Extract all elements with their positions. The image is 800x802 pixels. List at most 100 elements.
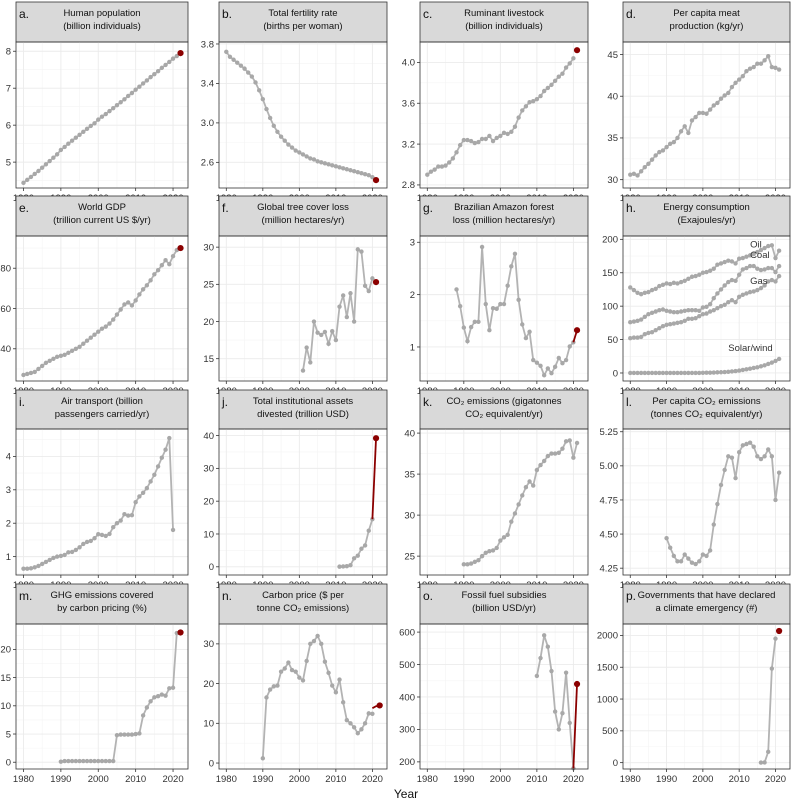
data-point — [755, 454, 760, 459]
panel-letter: a. — [19, 7, 29, 21]
data-point — [242, 66, 247, 71]
highlight-series — [177, 49, 184, 57]
data-point — [675, 559, 680, 564]
data-point — [340, 293, 346, 298]
y-tick-label: 2.8 — [402, 180, 415, 191]
data-point — [267, 687, 273, 692]
data-point — [348, 721, 353, 726]
data-point — [107, 758, 112, 764]
y-tick-label: 40 — [404, 428, 415, 439]
data-point — [25, 566, 30, 571]
x-tick-label: 2010 — [125, 774, 146, 785]
highlight-series — [177, 629, 184, 636]
data-point — [766, 447, 771, 452]
panel-border — [419, 428, 589, 576]
panel-letter: c. — [423, 7, 432, 21]
data-series — [454, 244, 576, 378]
data-point — [776, 273, 782, 279]
data-point — [736, 256, 742, 261]
data-point — [84, 539, 90, 545]
data-point — [337, 165, 342, 170]
data-point — [541, 373, 547, 378]
data-point — [47, 358, 52, 364]
data-point — [96, 329, 101, 334]
data-series — [628, 356, 782, 376]
panel-strip — [15, 583, 189, 625]
data-point — [311, 157, 317, 162]
data-point — [152, 695, 157, 700]
data-point — [92, 121, 97, 126]
panel-grid — [623, 429, 790, 575]
data-point — [483, 136, 488, 142]
data-point — [649, 157, 655, 162]
panel-border — [622, 235, 791, 382]
data-point — [96, 532, 101, 537]
data-point — [278, 669, 284, 674]
data-point — [278, 134, 284, 139]
data-point — [351, 319, 357, 324]
data-point — [693, 114, 698, 120]
data-point — [686, 370, 691, 376]
data-point — [81, 341, 86, 346]
data-point — [678, 559, 684, 564]
y-tick-label: 400 — [399, 692, 415, 703]
x-tick-label: 1990 — [252, 774, 273, 785]
data-point — [520, 108, 525, 113]
panel-j: j. Total institutional assets divested (tr… — [203, 389, 388, 591]
y-tick-label: 35 — [404, 469, 415, 480]
panel-letter: n. — [222, 589, 232, 603]
data-point — [238, 63, 244, 68]
data-point — [443, 163, 448, 168]
highlight-line — [572, 683, 578, 769]
data-point — [330, 328, 335, 334]
panel-letter: o. — [423, 589, 433, 603]
y-tick-label: 150 — [602, 268, 618, 279]
data-point — [315, 330, 320, 335]
data-point — [523, 485, 529, 490]
data-point — [776, 67, 782, 72]
data-point — [552, 451, 558, 456]
data-point — [472, 319, 477, 325]
data-point — [66, 550, 71, 555]
data-point — [286, 142, 291, 147]
x-tick-label: 2000 — [289, 774, 310, 785]
data-point — [337, 677, 342, 682]
data-point — [69, 549, 75, 555]
data-point — [646, 370, 651, 376]
data-point — [671, 280, 677, 285]
data-point — [718, 261, 724, 266]
data-point — [476, 139, 481, 145]
data-point — [125, 93, 131, 99]
data-point — [671, 370, 677, 376]
series-line — [760, 638, 777, 764]
panel-e: e. World GDP (trillion current US $/yr) 40 6… — [0, 195, 189, 397]
data-point — [747, 253, 753, 258]
y-tick-label: 30 — [607, 175, 618, 186]
y-tick-label: 1 — [6, 552, 11, 563]
y-tick-label: 0 — [613, 368, 618, 379]
panel-grid — [420, 42, 588, 188]
panel-border — [622, 623, 791, 770]
data-point — [359, 546, 364, 551]
data-point — [289, 667, 295, 673]
data-point — [733, 80, 738, 86]
data-point — [740, 267, 746, 272]
data-point — [631, 319, 637, 324]
data-point — [163, 62, 168, 68]
data-point — [516, 502, 521, 507]
data-point — [638, 317, 644, 322]
panel-title-line: tonne CO₂ emissions) — [257, 603, 349, 614]
data-point — [118, 100, 123, 105]
panel-title-line: Total institutional assets — [253, 396, 354, 407]
data-point — [704, 311, 709, 316]
data-point — [682, 278, 687, 283]
data-point — [660, 282, 666, 287]
y-tick-label: 3.0 — [201, 118, 214, 129]
panel-o: o. Fossil fuel subsidies (billion USD/yr) 2… — [399, 583, 589, 785]
data-point — [512, 251, 518, 256]
data-point — [766, 53, 771, 59]
data-point — [700, 311, 706, 317]
data-point — [740, 367, 746, 373]
highlight-series — [371, 702, 383, 710]
data-point — [773, 497, 778, 503]
